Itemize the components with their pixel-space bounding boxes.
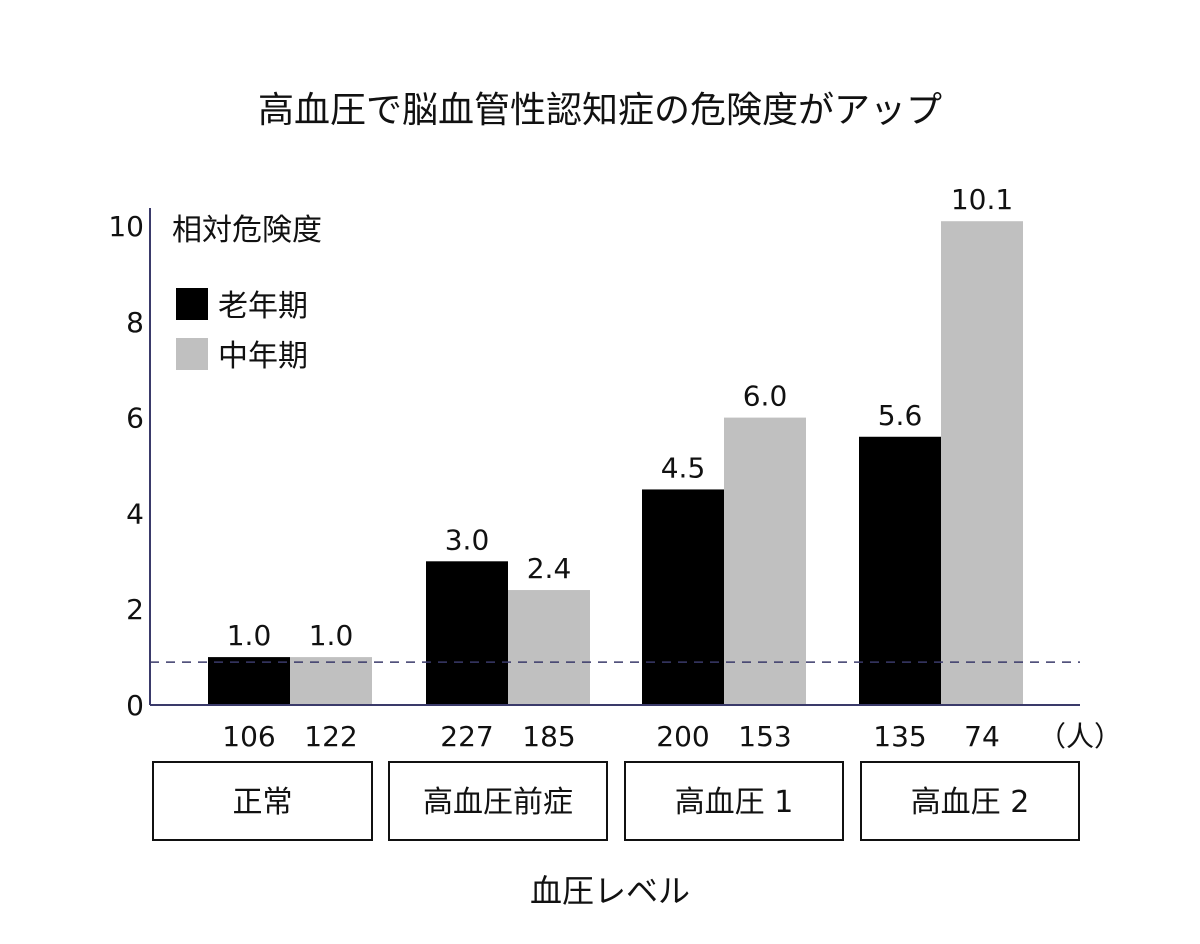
bar-elderly-3 (859, 436, 941, 705)
category-box (624, 761, 844, 841)
count-label: 200 (656, 720, 709, 753)
count-label: 227 (440, 720, 493, 753)
category-box (152, 761, 373, 841)
count-labels: 106 227 200 135 122 185 153 74 (222, 720, 1000, 753)
value-label: 4.5 (661, 451, 706, 484)
bar-midlife-3 (941, 221, 1023, 705)
category-box (388, 761, 608, 841)
category-label: 高血圧 2 (911, 785, 1030, 820)
legend-label: 中年期 (218, 339, 308, 374)
value-label: 5.6 (878, 399, 923, 432)
y-ticks: 0 2 4 6 8 10 (108, 210, 144, 722)
value-label: 1.0 (227, 619, 272, 652)
value-label: 10.1 (951, 183, 1013, 216)
y-tick-label: 8 (126, 306, 144, 339)
bar-midlife-0 (290, 657, 372, 705)
bar-midlife-2 (724, 417, 806, 705)
value-label: 6.0 (743, 380, 788, 413)
legend-swatch-0 (176, 288, 208, 320)
count-label: 185 (522, 720, 575, 753)
value-label: 2.4 (527, 552, 572, 585)
y-axis-label: 相対危険度 (172, 213, 322, 248)
bar-elderly-1 (426, 561, 508, 705)
legend-label: 老年期 (218, 289, 308, 324)
category-box (860, 761, 1080, 841)
x-axis-label: 血圧レベル (530, 872, 690, 910)
legend-swatch-1 (176, 338, 208, 370)
bar-midlife-1 (508, 590, 590, 705)
bar-elderly-0 (208, 657, 290, 705)
count-label: 74 (964, 720, 1000, 753)
value-label: 1.0 (309, 619, 354, 652)
value-label: 3.0 (445, 523, 490, 556)
y-tick-label: 0 (126, 689, 144, 722)
category-label: 高血圧 1 (675, 785, 794, 820)
bars (208, 221, 1023, 705)
count-label: 135 (873, 720, 926, 753)
category-label: 高血圧前症 (423, 785, 573, 820)
count-label: 106 (222, 720, 275, 753)
count-unit: （人） (1038, 720, 1122, 753)
bar-elderly-2 (642, 489, 724, 705)
category-boxes: 正常 高血圧前症 高血圧 1 高血圧 2 (152, 761, 1080, 841)
value-labels: 1.0 3.0 4.5 5.6 1.0 2.4 6.0 10.1 (227, 183, 1013, 652)
axes (149, 208, 1080, 706)
count-label: 122 (304, 720, 357, 753)
y-tick-label: 6 (126, 402, 144, 435)
y-tick-label: 10 (108, 210, 144, 243)
y-tick-label: 2 (126, 593, 144, 626)
count-label: 153 (738, 720, 791, 753)
y-tick-label: 4 (126, 497, 144, 530)
category-label: 正常 (233, 785, 293, 820)
chart-title: 高血圧で脳血管性認知症の危険度がアップ (258, 90, 942, 131)
